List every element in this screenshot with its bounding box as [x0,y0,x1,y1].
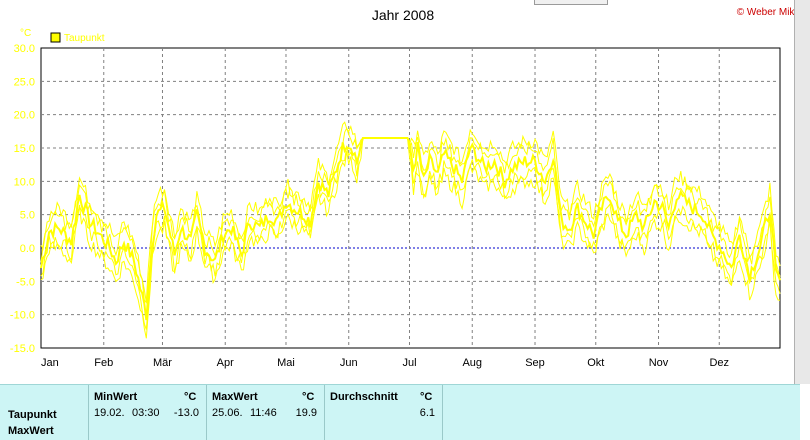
x-tick-label: Jan [41,357,59,369]
min-unit: °C [184,391,197,403]
vertical-scrollbar[interactable] [794,0,810,384]
y-tick-labels: -15.0 -10.0 -5.0 0.0 5.0 10.0 15.0 20.0 25.0 30.0 [10,43,35,355]
plot-frame [40,47,781,349]
min-date: 19.02. [94,407,125,419]
legend-swatch [50,32,61,43]
footer-divider [206,385,207,440]
chart-title: Jahr 2008 [372,7,434,23]
series-line-taupunkt [40,137,781,339]
x-tick-label: Sep [525,357,545,369]
series-lines [40,121,781,339]
x-tick-label: Mai [277,357,295,369]
x-tick-label: Apr [217,357,234,369]
max-value: 19.9 [295,407,317,419]
min-value: -13.0 [173,407,199,419]
series-line-taupunkt [40,137,781,321]
max-header: MaxWert [212,391,258,403]
max-time: 11:46 [250,407,277,419]
y-tick-label: 0.0 [20,243,35,255]
y-tick-label: 25.0 [14,76,35,88]
x-tick-label: Nov [649,357,669,369]
footer-divider [324,385,325,440]
max-unit: °C [302,391,315,403]
x-tick-labels: Jan Feb Mär Apr Mai Jun Jul Aug Sep Okt Nov Dez [41,357,729,369]
min-header: MinWert [94,391,138,403]
footer-divider [442,385,443,440]
series-line-taupunkt [40,126,781,304]
avg-value: 6.1 [419,407,435,419]
chart-svg: Jahr 2008 © Weber Mike °C Taupunkt -15.0… [10,7,801,369]
avg-unit: °C [420,391,433,403]
max-date: 25.06. [212,407,243,419]
x-tick-label: Dez [709,357,729,369]
x-tick-label: Feb [94,357,113,369]
series-line-taupunkt [40,137,781,330]
y-tick-label: -10.0 [10,310,35,322]
chart-area: Jahr 2008 © Weber Mike °C Taupunkt -15.0… [10,7,801,369]
footer-row-label-maxwert: MaxWert [8,425,54,437]
footer-divider [88,385,89,440]
legend-label: Taupunkt [64,33,105,44]
x-tick-label: Jul [402,357,416,369]
y-unit-label: °C [20,28,31,39]
footer-right-edge [800,384,810,439]
y-tick-label: -15.0 [10,343,35,355]
y-tick-label: 20.0 [14,110,35,122]
grid-layer [41,48,780,348]
x-tick-label: Mär [153,357,172,369]
avg-header: Durchschnitt [330,391,398,403]
footer-row-label-taupunkt: Taupunkt [8,409,57,421]
credit-text: © Weber Mike [737,7,801,18]
x-tick-label: Jun [340,357,358,369]
stats-footer: Taupunkt MaxWert MinWert °C 19.02. 03:30… [0,384,800,440]
x-tick-label: Aug [462,357,482,369]
min-time: 03:30 [132,407,160,419]
y-tick-label: 15.0 [14,143,35,155]
y-tick-label: 30.0 [14,43,35,55]
y-tick-label: 10.0 [14,176,35,188]
y-tick-label: -5.0 [16,276,35,288]
y-tick-label: 5.0 [20,210,35,222]
top-input-box[interactable] [534,0,608,5]
x-tick-label: Okt [587,357,604,369]
